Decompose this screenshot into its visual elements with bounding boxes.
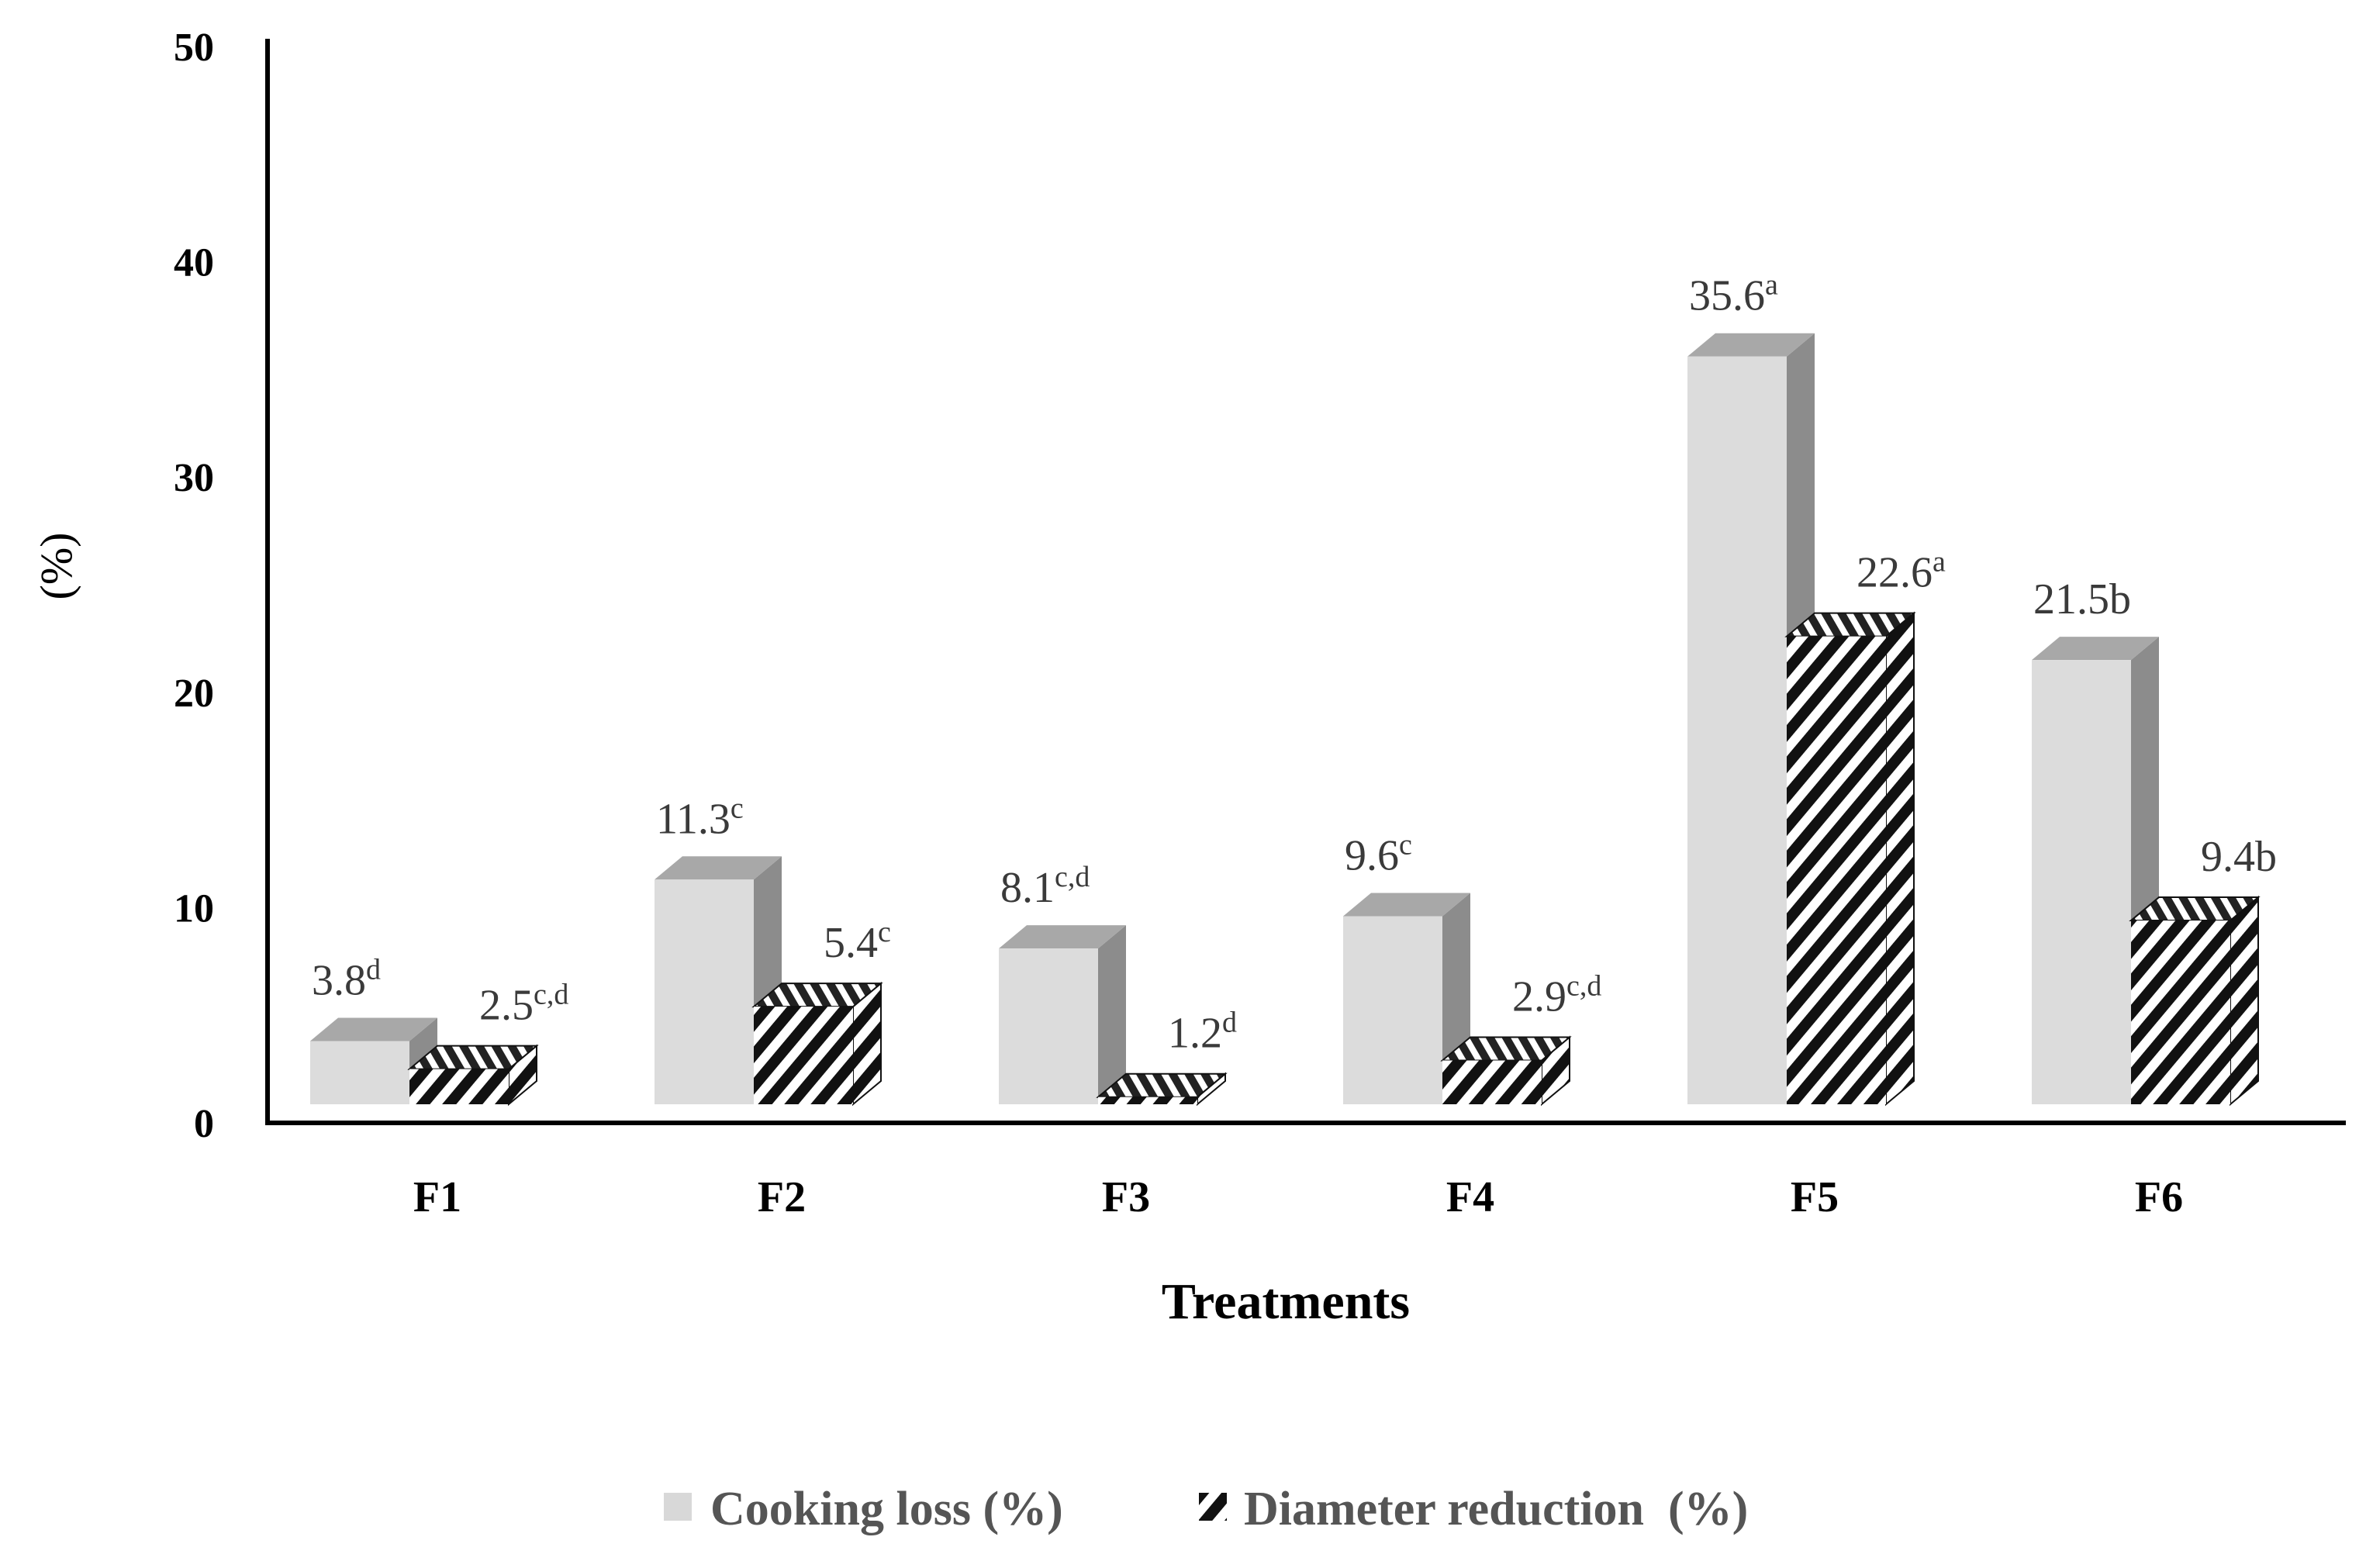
diameter-reduction-data-label: 22.6a (1857, 546, 1946, 597)
cooking-loss-data-label: 21.5b (2033, 575, 2131, 623)
legend-swatch-diameter-reduction (1199, 1493, 1227, 1521)
cooking-loss-data-label: 35.6a (1689, 269, 1778, 320)
x-category-label: F1 (413, 1173, 461, 1221)
diameter-reduction-bar-side (2230, 895, 2259, 1107)
diameter-reduction-data-label: 2.5c,d (479, 979, 568, 1030)
cooking-loss-data-label: 11.3c (656, 792, 744, 843)
x-category-label: F6 (2135, 1173, 2183, 1221)
cooking-loss-data-label: 3.8d (312, 954, 381, 1005)
diameter-reduction-bar (1787, 636, 1886, 1104)
y-axis-title: (%) (31, 533, 81, 600)
legend-swatch-cooking-loss (664, 1493, 692, 1521)
y-tick-label: 10 (174, 886, 214, 931)
cooking-loss-bar-top (655, 856, 782, 880)
cooking-loss-bar (1343, 916, 1442, 1104)
cooking-loss-bar (999, 948, 1098, 1104)
y-tick-label: 20 (174, 672, 214, 716)
x-category-label: F2 (758, 1173, 806, 1221)
legend-label-cooking-loss: Cooking loss (%) (710, 1483, 1063, 1535)
diameter-reduction-data-label: 9.4b (2201, 833, 2277, 881)
diameter-reduction-bar (409, 1069, 509, 1104)
diameter-reduction-data-label: 1.2d (1168, 1007, 1237, 1058)
x-category-label: F5 (1791, 1173, 1839, 1221)
diameter-reduction-bar (1442, 1060, 1542, 1104)
cooking-loss-bar (655, 879, 754, 1104)
diameter-reduction-bar (754, 1007, 853, 1104)
cooking-loss-data-label: 9.6c (1345, 829, 1412, 880)
x-category-label: F4 (1446, 1173, 1494, 1221)
cooking-loss-bar-top (310, 1017, 437, 1041)
cooking-loss-bar-top (1343, 893, 1470, 917)
diameter-reduction-bar-side (1885, 611, 1915, 1107)
legend: Cooking loss (%) Diameter reduction (%) (664, 1483, 1748, 1535)
y-tick-label: 0 (194, 1102, 214, 1146)
cooking-loss-bar-top (2032, 637, 2159, 661)
cooking-loss-bar (2032, 660, 2131, 1104)
legend-label-diameter-reduction: Diameter reduction (%) (1244, 1483, 1748, 1535)
cooking-loss-bar (1687, 356, 1787, 1104)
cooking-loss-bar-top (1687, 333, 1815, 357)
cooking-loss-data-label: 8.1c,d (1000, 861, 1090, 912)
diameter-reduction-data-label: 2.9c,d (1512, 969, 1601, 1021)
y-tick-label: 30 (174, 456, 214, 500)
y-tick-label: 50 (174, 26, 214, 70)
y-tick-label: 40 (174, 241, 214, 285)
diameter-reduction-bar (1098, 1097, 1197, 1104)
x-axis-title: Treatments (1162, 1273, 1410, 1330)
cooking-loss-bar-top (999, 925, 1126, 949)
diameter-reduction-data-label: 5.4c (824, 916, 891, 967)
cooking-loss-bar-side (1098, 925, 1126, 1104)
diameter-reduction-bar (2131, 920, 2230, 1104)
cooking-loss-bar (310, 1041, 409, 1104)
x-category-label: F3 (1102, 1173, 1150, 1221)
